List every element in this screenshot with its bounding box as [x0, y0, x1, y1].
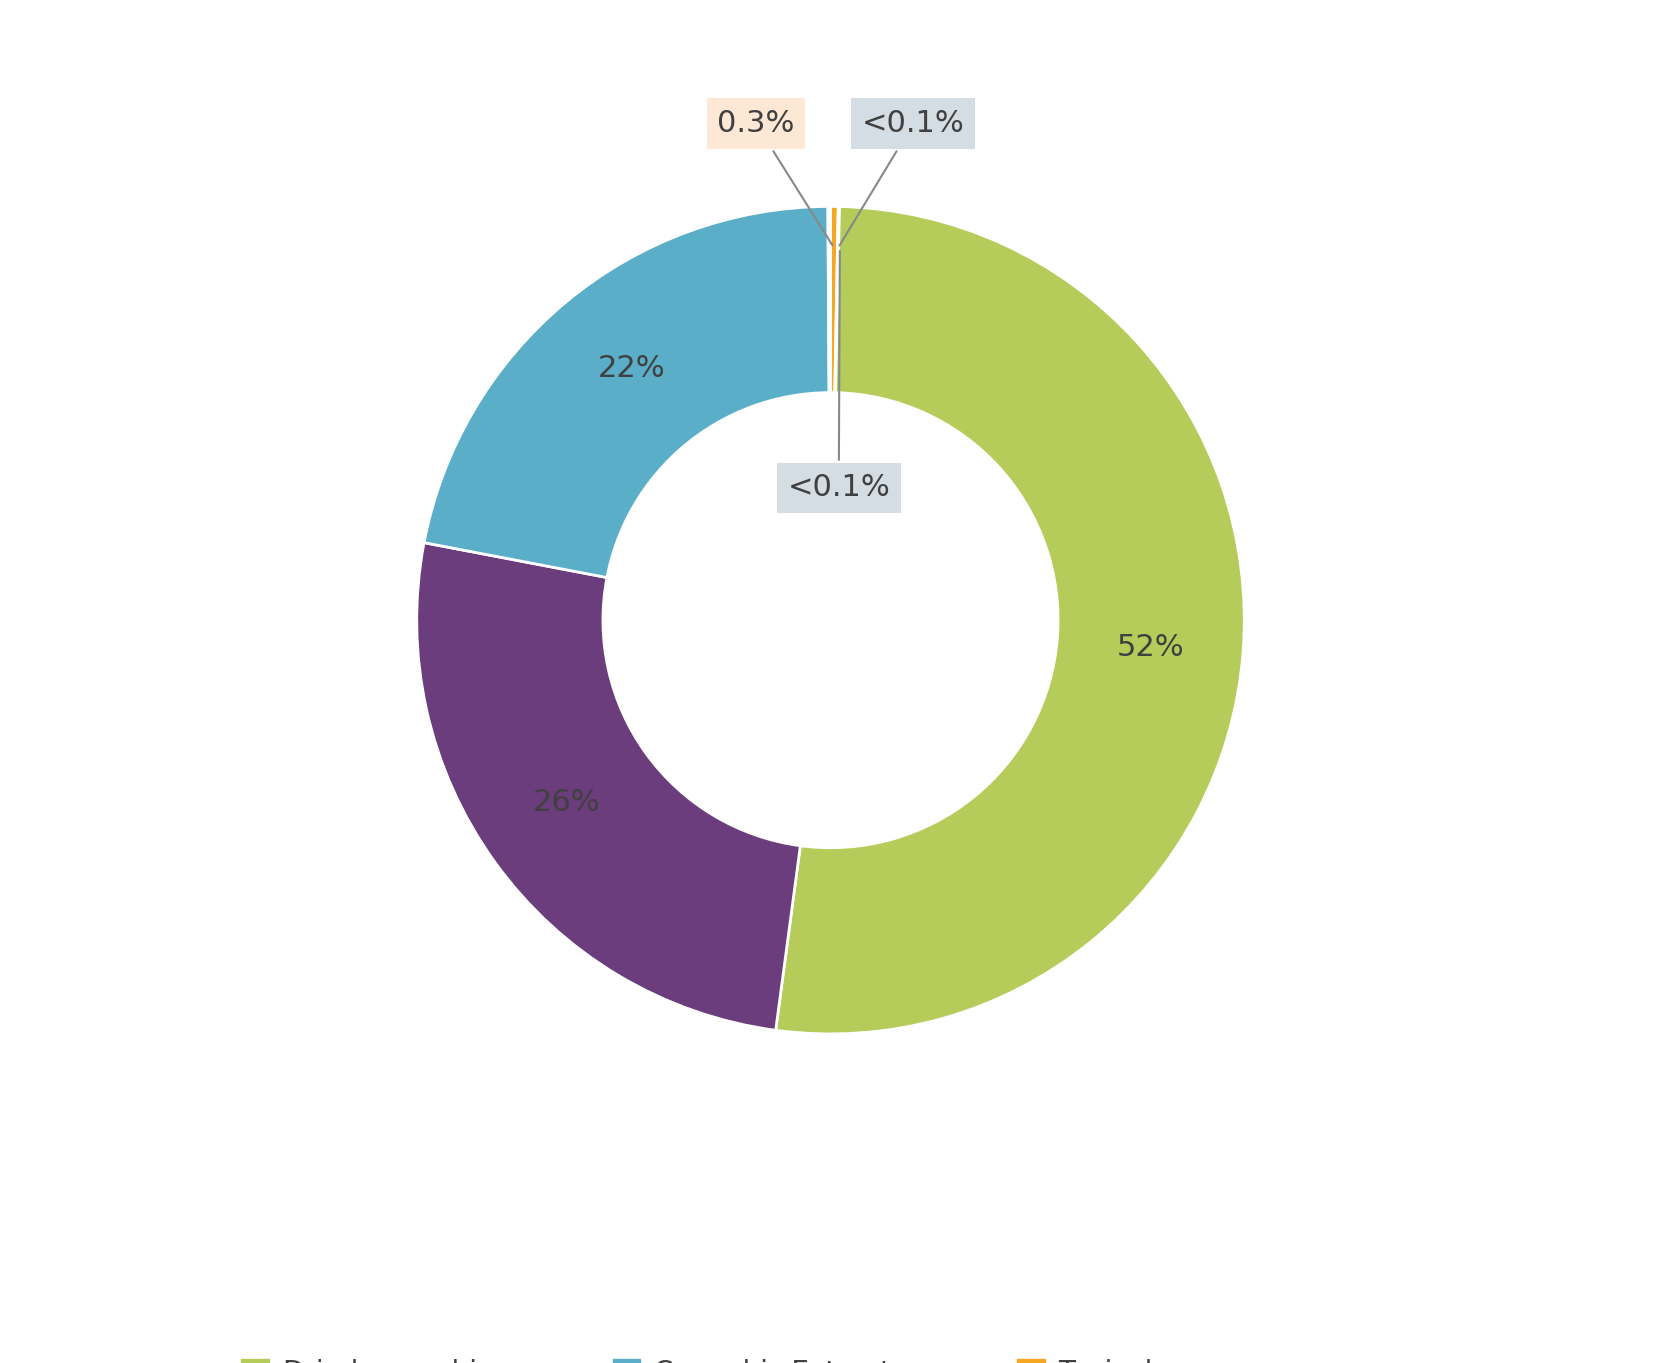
Legend: Dried cannabis, Edible cannabis, Cannabis Extracts, Seeds, Topicals, Vegetative : Dried cannabis, Edible cannabis, Cannabi… — [231, 1348, 1430, 1363]
Wedge shape — [776, 207, 1244, 1035]
Text: 0.3%: 0.3% — [718, 109, 832, 245]
Text: <0.1%: <0.1% — [839, 109, 965, 245]
Text: 52%: 52% — [1116, 632, 1184, 662]
Wedge shape — [827, 206, 830, 393]
Wedge shape — [424, 206, 829, 578]
Wedge shape — [835, 206, 839, 393]
Text: <0.1%: <0.1% — [787, 251, 890, 502]
Text: 26%: 26% — [533, 788, 601, 818]
Wedge shape — [417, 542, 801, 1030]
Wedge shape — [830, 206, 839, 393]
Text: 22%: 22% — [598, 354, 666, 383]
